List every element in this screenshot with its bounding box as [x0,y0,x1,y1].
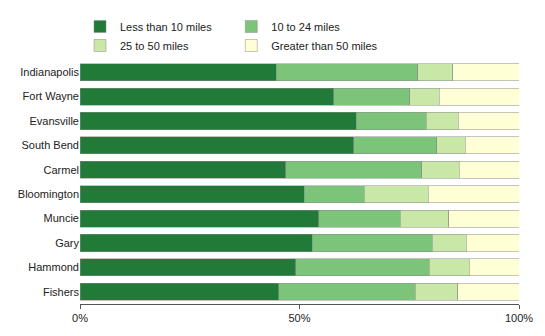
svg-text:Gary: Gary [55,237,79,249]
svg-text:Muncie: Muncie [44,212,79,224]
svg-text:25 to 50 miles: 25 to 50 miles [120,40,189,52]
svg-text:50%: 50% [288,312,310,324]
svg-text:Evansville: Evansville [29,115,79,127]
svg-text:100%: 100% [505,312,533,324]
svg-text:10 to 24 miles: 10 to 24 miles [271,21,340,33]
svg-text:0%: 0% [72,312,88,324]
svg-text:Indianapolis: Indianapolis [20,66,79,78]
svg-text:South Bend: South Bend [22,139,80,151]
svg-text:Carmel: Carmel [44,164,79,176]
svg-text:Hammond: Hammond [28,261,79,273]
svg-text:Bloomington: Bloomington [18,188,79,200]
svg-text:Fort Wayne: Fort Wayne [23,90,79,102]
svg-text:Greater than 50 miles: Greater than 50 miles [271,40,377,52]
svg-text:Less than 10 miles: Less than 10 miles [120,21,212,33]
svg-text:Fishers: Fishers [43,286,80,298]
